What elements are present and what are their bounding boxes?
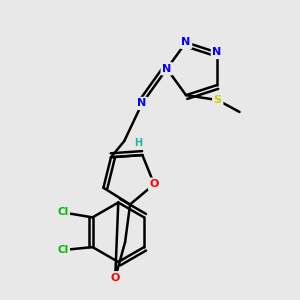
Text: O: O — [110, 273, 120, 283]
Text: N: N — [162, 64, 172, 74]
Text: Cl: Cl — [57, 245, 68, 255]
Text: N: N — [182, 38, 190, 47]
Text: N: N — [137, 98, 147, 108]
Text: H: H — [134, 138, 142, 148]
Text: N: N — [212, 47, 222, 58]
Text: Cl: Cl — [57, 207, 68, 218]
Text: S: S — [214, 95, 222, 105]
Text: O: O — [149, 179, 159, 189]
